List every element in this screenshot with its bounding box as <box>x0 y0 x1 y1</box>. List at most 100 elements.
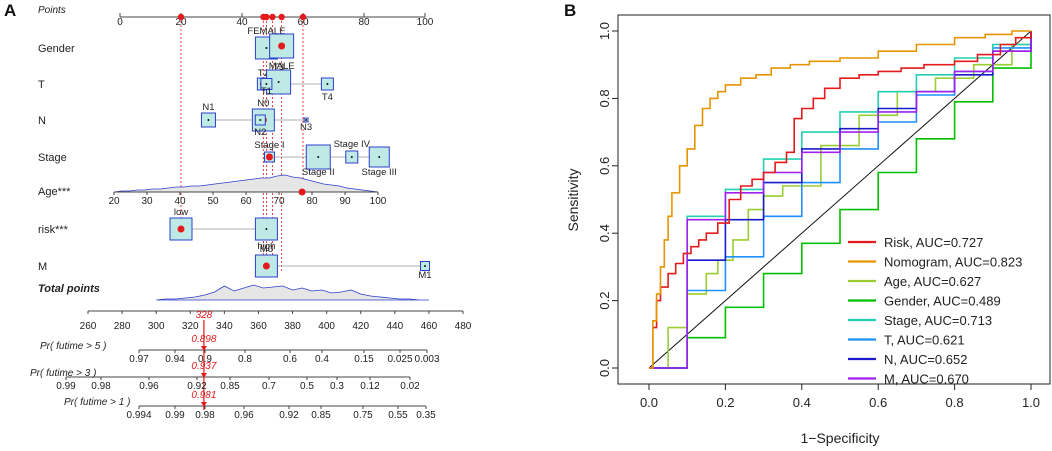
age-tick-label: 40 <box>174 196 186 207</box>
variable-label: Stage <box>38 152 67 164</box>
legend-label: Stage, AUC=0.713 <box>884 313 992 328</box>
total-tick-label: 320 <box>182 321 199 332</box>
probability-tick-label: 0.9 <box>198 354 212 365</box>
level-label: T4 <box>322 92 333 103</box>
variable-label: Gender <box>38 43 75 55</box>
legend-label: Risk, AUC=0.727 <box>884 235 983 250</box>
total-tick-label: 380 <box>284 321 301 332</box>
probability-arrow <box>200 373 207 378</box>
age-tick-label: 50 <box>207 196 219 207</box>
probability-tick-label: 0.35 <box>416 410 436 421</box>
level-label: M1 <box>418 270 431 281</box>
legend-label: Gender, AUC=0.489 <box>884 294 1001 309</box>
probability-arrow <box>200 346 207 351</box>
roc-series-line <box>649 31 1032 369</box>
total-tick-label: 420 <box>352 321 369 332</box>
age-tick-label: 70 <box>273 196 285 207</box>
roc-plot-frame <box>617 14 1051 385</box>
probability-tick-label: 0.99 <box>165 410 185 421</box>
probability-tick-label: 0.98 <box>91 381 111 392</box>
legend-label: T, AUC=0.621 <box>884 333 965 348</box>
roc-y-tick-label: 0.0 <box>597 359 612 377</box>
total-tick-label: 440 <box>386 321 403 332</box>
age-tick-label: 60 <box>240 196 252 207</box>
total-tick-label: 480 <box>455 321 472 332</box>
roc-y-tick-label: 0.8 <box>597 89 612 107</box>
probability-tick-label: 0.4 <box>315 354 329 365</box>
age-selected-dot <box>298 188 306 196</box>
probability-arrow <box>200 402 207 407</box>
level-center-dot <box>265 47 268 49</box>
level-center-dot <box>326 83 329 85</box>
level-label: Stage I <box>254 140 284 151</box>
level-center-dot <box>378 156 381 158</box>
total-tick-label: 360 <box>250 321 267 332</box>
probability-value: 0.981 <box>191 390 216 401</box>
probability-value: 0.898 <box>191 334 216 345</box>
points-selected-dot <box>263 13 270 21</box>
probability-tick-label: 0.02 <box>400 381 420 392</box>
level-center-dot <box>207 119 210 121</box>
roc-x-tick-label: 0.6 <box>869 395 887 410</box>
roc-y-tick-label: 0.2 <box>597 292 612 310</box>
roc-series-line <box>649 30 1031 369</box>
points-selected-dot <box>299 13 307 21</box>
variable-label: T <box>38 79 45 91</box>
probability-value: 0.937 <box>191 361 216 372</box>
legend-label: Age, AUC=0.627 <box>884 274 981 289</box>
probability-tick-label: 0.025 <box>387 354 412 365</box>
total-tick-label: 460 <box>421 321 438 332</box>
total-points-label: Total points <box>38 283 100 295</box>
level-label: high <box>257 241 275 252</box>
variable-label: M <box>38 261 47 273</box>
total-tick-label: 340 <box>216 321 233 332</box>
roc-x-tick-label: 0.2 <box>716 395 734 410</box>
probability-tick-label: 0.003 <box>414 354 439 365</box>
points-tick-label: 40 <box>236 17 248 28</box>
probability-label: Pr( futime > 1 ) <box>64 397 130 408</box>
level-label: MALE <box>269 61 295 72</box>
level-label: N3 <box>300 122 312 133</box>
level-label: FEMALE <box>247 26 285 37</box>
selected-level-dot <box>265 153 273 161</box>
points-tick-label: 80 <box>358 17 370 28</box>
panel-a-letter: A <box>4 1 16 20</box>
level-label: N2 <box>254 127 266 138</box>
total-tick-label: 300 <box>148 321 165 332</box>
roc-y-axis-label: Sensitivity <box>565 168 581 231</box>
nomogram-panel: Points 0 20 40 60 80 100 Gender FEMALE MALE T T2 T3 T… <box>30 5 472 421</box>
probability-tick-label: 0.99 <box>56 381 76 392</box>
level-label: low <box>174 207 188 218</box>
roc-panel: 0.0 0.2 0.4 0.6 0.8 1.0 0.0 0.2 0.4 0.6 0.8 1.0 1−Sp… <box>565 14 1051 446</box>
level-label: M0 <box>260 244 273 255</box>
level-center-dot <box>317 156 320 158</box>
probability-label: Pr( futime > 3 ) <box>30 368 96 379</box>
level-label: Stage II <box>302 167 335 178</box>
points-selected-dot <box>177 13 185 21</box>
probability-tick-label: 0.994 <box>126 410 151 421</box>
level-label: N1 <box>202 102 214 113</box>
probability-tick-label: 0.6 <box>283 354 297 365</box>
level-label: T3 <box>273 62 284 73</box>
points-tick-label: 100 <box>417 17 434 28</box>
age-density-curve <box>113 174 379 193</box>
level-center-dot <box>265 83 268 85</box>
probability-tick-label: 0.85 <box>311 410 331 421</box>
level-label: Stage IV <box>334 139 371 150</box>
probability-tick-label: 0.97 <box>129 354 149 365</box>
total-tick-label: 280 <box>114 321 131 332</box>
points-selected-dot <box>278 13 285 21</box>
variable-label: risk*** <box>38 224 69 236</box>
probability-tick-label: 0.96 <box>234 410 254 421</box>
total-selected-value: 328 <box>196 310 213 321</box>
age-tick-label: 80 <box>306 196 318 207</box>
points-label: Points <box>38 5 66 16</box>
probability-tick-label: 0.92 <box>279 410 299 421</box>
total-tick-label: 400 <box>318 321 335 332</box>
total-points-density <box>156 284 429 301</box>
roc-y-tick-label: 1.0 <box>597 22 612 40</box>
probability-tick-label: 0.7 <box>262 381 276 392</box>
probability-tick-label: 0.94 <box>165 354 185 365</box>
roc-x-tick-label: 0.0 <box>640 395 658 410</box>
